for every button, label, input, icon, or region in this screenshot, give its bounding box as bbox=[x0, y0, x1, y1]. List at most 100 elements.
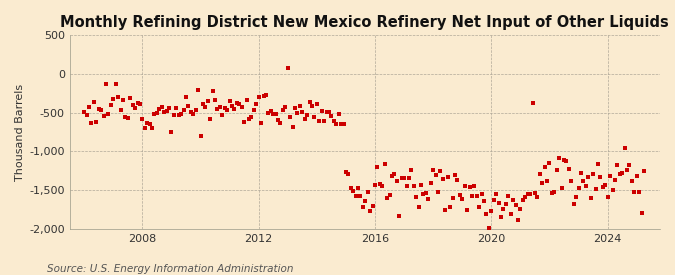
Point bbox=[256, 121, 267, 125]
Point bbox=[607, 188, 618, 192]
Point bbox=[146, 125, 157, 130]
Point bbox=[198, 102, 209, 106]
Point bbox=[132, 101, 143, 106]
Point bbox=[576, 170, 587, 175]
Point bbox=[610, 178, 620, 182]
Point bbox=[408, 183, 419, 188]
Point bbox=[612, 163, 623, 167]
Point bbox=[568, 202, 579, 206]
Point bbox=[290, 105, 300, 110]
Point bbox=[462, 208, 472, 213]
Point bbox=[508, 198, 518, 202]
Point bbox=[287, 124, 298, 129]
Point bbox=[219, 106, 230, 111]
Point bbox=[137, 116, 148, 121]
Point bbox=[399, 176, 410, 181]
Point bbox=[229, 107, 240, 112]
Point bbox=[437, 176, 448, 181]
Point bbox=[474, 205, 485, 210]
Point bbox=[122, 115, 133, 120]
Point bbox=[547, 191, 558, 195]
Point bbox=[234, 102, 245, 106]
Point bbox=[435, 169, 446, 174]
Point bbox=[593, 161, 603, 166]
Point bbox=[110, 82, 121, 86]
Point bbox=[447, 196, 458, 200]
Point bbox=[304, 100, 315, 104]
Point bbox=[384, 192, 395, 197]
Point bbox=[239, 120, 250, 124]
Point bbox=[125, 96, 136, 101]
Point bbox=[108, 97, 119, 102]
Point bbox=[367, 204, 378, 208]
Point bbox=[595, 174, 605, 179]
Point bbox=[459, 184, 470, 189]
Point bbox=[178, 108, 189, 112]
Point bbox=[413, 205, 424, 210]
Point bbox=[103, 112, 114, 116]
Point bbox=[154, 107, 165, 111]
Point bbox=[450, 173, 460, 177]
Point bbox=[149, 112, 160, 117]
Point bbox=[335, 122, 346, 126]
Point bbox=[580, 184, 591, 188]
Point bbox=[326, 114, 337, 118]
Point bbox=[622, 168, 632, 173]
Point bbox=[134, 102, 145, 106]
Point bbox=[188, 112, 198, 116]
Point bbox=[387, 174, 398, 178]
Point bbox=[101, 82, 111, 87]
Point bbox=[364, 208, 375, 213]
Point bbox=[86, 121, 97, 125]
Point bbox=[471, 194, 482, 198]
Point bbox=[600, 182, 611, 187]
Point bbox=[163, 106, 174, 110]
Point bbox=[559, 158, 570, 162]
Point bbox=[452, 178, 463, 183]
Point bbox=[382, 196, 393, 201]
Point bbox=[294, 104, 305, 108]
Point bbox=[161, 109, 172, 113]
Point bbox=[626, 179, 637, 184]
Point bbox=[564, 167, 574, 171]
Point bbox=[466, 194, 477, 198]
Point bbox=[117, 98, 128, 102]
Point bbox=[273, 118, 284, 122]
Point bbox=[181, 95, 192, 100]
Point bbox=[445, 205, 456, 209]
Point bbox=[360, 199, 371, 203]
Point bbox=[343, 171, 354, 176]
Point bbox=[372, 164, 383, 169]
Point bbox=[253, 95, 264, 99]
Point bbox=[323, 110, 334, 115]
Point bbox=[321, 109, 332, 114]
Point bbox=[394, 214, 404, 219]
Point bbox=[186, 109, 196, 114]
Point bbox=[282, 66, 293, 70]
Point bbox=[522, 192, 533, 196]
Point bbox=[173, 112, 184, 117]
Point bbox=[605, 174, 616, 179]
Point bbox=[566, 179, 576, 183]
Point bbox=[81, 112, 92, 117]
Point bbox=[346, 186, 356, 190]
Point bbox=[202, 99, 213, 104]
Point bbox=[340, 170, 351, 174]
Point bbox=[171, 106, 182, 111]
Point bbox=[498, 207, 509, 211]
Point bbox=[524, 192, 535, 196]
Point bbox=[442, 175, 453, 180]
Point bbox=[549, 190, 560, 194]
Point bbox=[418, 192, 429, 197]
Point bbox=[590, 187, 601, 192]
Point bbox=[268, 111, 279, 116]
Point bbox=[299, 117, 310, 122]
Point bbox=[535, 172, 545, 176]
Point bbox=[113, 95, 124, 100]
Point bbox=[636, 211, 647, 216]
Point bbox=[457, 197, 468, 201]
Point bbox=[192, 87, 203, 92]
Point bbox=[551, 168, 562, 172]
Point bbox=[350, 194, 361, 198]
Point bbox=[246, 115, 256, 120]
